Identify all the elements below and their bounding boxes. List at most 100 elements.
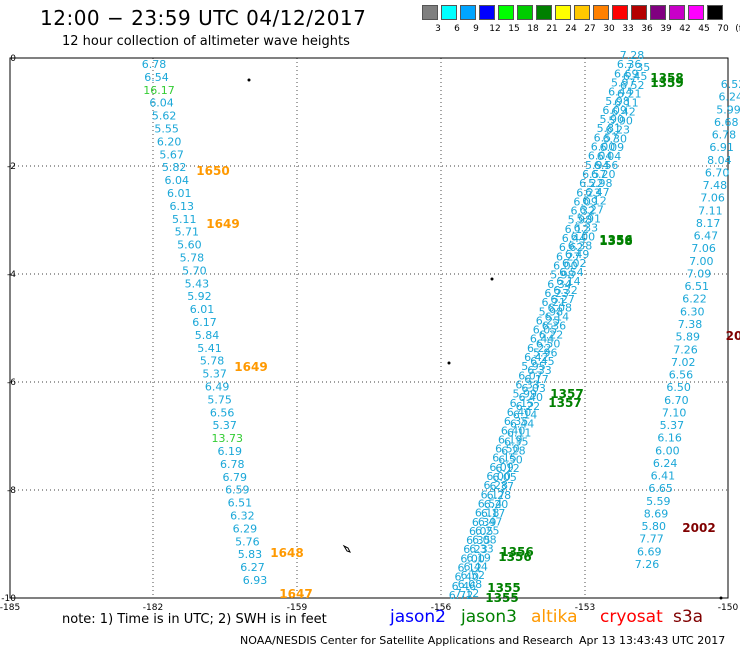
wave-height-value: 6.04 [149, 97, 174, 110]
pass-time-label: 1648 [270, 546, 303, 560]
wave-height-value: 6.46 [452, 580, 477, 593]
island-marker [247, 78, 251, 82]
wave-height-value: 6.79 [223, 471, 248, 484]
wave-height-value: 6.17 [481, 488, 506, 501]
wave-height-value: 5.98 [550, 269, 575, 282]
wave-height-value: 5.55 [154, 123, 179, 136]
wave-height-value: 6.56 [669, 369, 694, 382]
scale-label: 33 [622, 24, 634, 34]
wave-height-value: 6.27 [579, 204, 604, 217]
scale-swatch [555, 5, 571, 20]
wave-height-value: 6.09 [573, 195, 598, 208]
wave-height-value: 6.54 [144, 71, 169, 84]
wave-height-value: 6.52 [620, 79, 645, 92]
wave-height-value: 6.15 [492, 452, 517, 465]
wave-height-value: 6.23 [463, 543, 488, 556]
wave-height-value: 6.44 [608, 86, 633, 99]
scale-label: 42 [679, 24, 691, 34]
wave-height-value: 6.78 [712, 129, 737, 142]
wave-height-value: 5.82 [162, 161, 187, 174]
wave-height-value: 6.02 [562, 257, 587, 270]
scale-label: 45 [698, 24, 710, 34]
wave-height-value: 6.40 [507, 406, 532, 419]
scale-label: 9 [473, 24, 479, 34]
wave-height-value: 6.11 [614, 97, 639, 110]
island-marker [719, 596, 723, 600]
wave-height-value: 6.24 [653, 457, 678, 470]
wave-height-value: 6.33 [574, 221, 599, 234]
wave-height-value: 6.35 [504, 435, 529, 448]
wave-height-value: 6.35 [466, 534, 491, 547]
wave-height-value: 6.47 [694, 230, 719, 243]
wave-height-value: 6.49 [565, 248, 590, 261]
scale-label: 18 [527, 24, 539, 34]
scale-swatch [460, 5, 476, 20]
scale-label: 12 [489, 24, 501, 34]
wave-height-value: 7.06 [691, 242, 716, 255]
wave-height-value: 7.02 [671, 356, 696, 369]
wave-height-value: 6.51 [228, 497, 253, 510]
scale-swatch [612, 5, 628, 20]
scale-swatch [631, 5, 647, 20]
wave-height-value: 6.57 [582, 168, 607, 181]
wave-height-value: 6.04 [588, 150, 613, 163]
wave-height-value: 6.25 [475, 525, 500, 538]
wave-height-value: 6.78 [220, 458, 245, 471]
lon-tick-label: -185 [0, 603, 20, 613]
wave-height-value: 6.57 [594, 131, 619, 144]
wave-height-value: 6.11 [507, 427, 532, 440]
wave-height-value: 6.23 [605, 123, 630, 136]
wave-height-value: 13.73 [211, 432, 243, 445]
wave-height-value: 6.27 [240, 561, 265, 574]
scale-label: 70 [717, 24, 729, 34]
wave-height-value: 8.69 [644, 507, 669, 520]
wave-height-value: 6.03 [521, 382, 546, 395]
wave-height-value: 5.75 [207, 393, 232, 406]
wave-height-value: 5.95 [521, 360, 546, 373]
wave-height-value: 6.62 [559, 241, 584, 254]
wave-height-value: 6.32 [230, 510, 255, 523]
wave-height-value: 5.43 [185, 277, 210, 290]
pass-time-label: 1650 [196, 164, 229, 178]
wave-height-value: 5.89 [675, 331, 700, 344]
wave-height-value: 6.19 [218, 445, 243, 458]
scale-label: (ft) [735, 24, 740, 34]
wave-height-value: 7.77 [639, 533, 664, 546]
wave-height-value: 6.51 [685, 280, 710, 293]
wave-height-value: 6.36 [617, 58, 642, 71]
wave-height-value: 7.26 [673, 343, 698, 356]
wave-height-value: 7.06 [700, 192, 725, 205]
lon-tick-label: -156 [431, 603, 452, 613]
wave-height-value: 6.12 [457, 562, 482, 575]
wave-height-value: 6.08 [472, 534, 497, 547]
wave-height-value: 5.71 [175, 226, 200, 239]
map-frame [9, 57, 729, 599]
wave-height-value: 6.36 [542, 320, 567, 333]
scale-label: 27 [584, 24, 596, 34]
wave-height-value: 6.17 [481, 507, 506, 520]
wave-height-value: 6.13 [170, 200, 195, 213]
units-note: note: 1) Time is in UTC; 2) SWH is in fe… [62, 612, 327, 627]
wave-height-value: 6.41 [651, 470, 676, 483]
wave-height-value: 6.47 [478, 516, 503, 529]
wave-height-value: 6.07 [518, 369, 543, 382]
wave-height-value: 5.78 [180, 252, 205, 265]
legend-cryosat: cryosat [600, 607, 663, 627]
wave-height-value: 6.40 [519, 391, 544, 404]
wave-height-value: 5.41 [197, 342, 222, 355]
wave-height-value: 6.35 [504, 415, 529, 428]
scale-swatch [479, 5, 495, 20]
wave-height-value: 6.15 [510, 397, 535, 410]
wave-height-value: 6.30 [680, 305, 705, 318]
wave-height-value: 5.96 [533, 346, 558, 359]
wave-height-value: 7.10 [662, 406, 687, 419]
wave-height-value: 6.44 [510, 418, 535, 431]
wave-height-value: 7.26 [635, 558, 660, 571]
wave-height-value: 6.50 [495, 443, 520, 456]
wave-height-value: 6.40 [501, 424, 526, 437]
wave-height-value: 6.00 [460, 552, 485, 565]
map-title: 12:00 − 23:59 UTC 04/12/2017 [40, 6, 367, 30]
wave-height-value: 6.69 [637, 545, 662, 558]
wave-height-value: 6.22 [527, 342, 552, 355]
scale-swatch [688, 5, 704, 20]
